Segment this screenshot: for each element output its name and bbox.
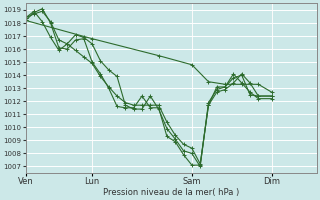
X-axis label: Pression niveau de la mer( hPa ): Pression niveau de la mer( hPa ) <box>103 188 239 197</box>
